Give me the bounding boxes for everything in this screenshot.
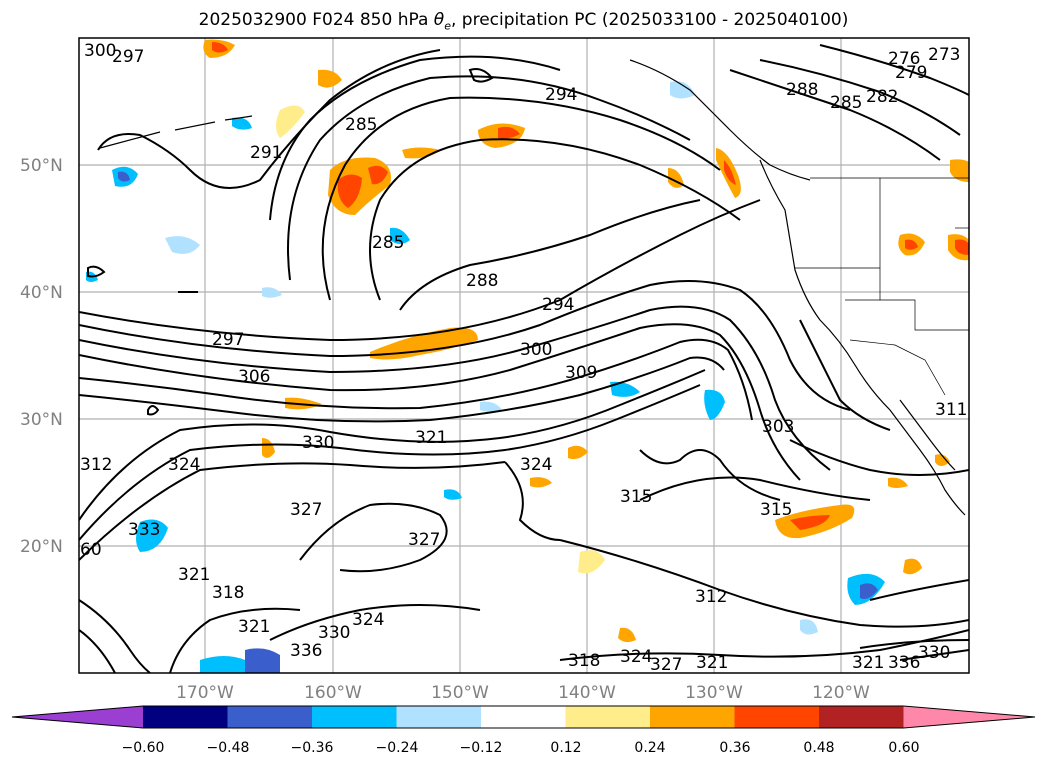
contour-label: 324 bbox=[620, 647, 652, 667]
lat-label: 30°N bbox=[20, 410, 63, 430]
contour-label: 300 bbox=[84, 41, 116, 61]
contour-label: 327 bbox=[408, 530, 440, 550]
contour-label: 321 bbox=[178, 565, 210, 585]
contour-label: 315 bbox=[760, 500, 792, 520]
colorbar-tick-label: −0.48 bbox=[207, 740, 250, 756]
colorbar bbox=[11, 705, 1036, 729]
contour-label: 333 bbox=[128, 520, 160, 540]
contour-label: 291 bbox=[250, 143, 282, 163]
contour-label: 324 bbox=[520, 455, 552, 475]
lon-label: 160°W bbox=[304, 683, 362, 703]
contour-labels: 300 297 291 285 294 288 285 282 279 276 … bbox=[80, 41, 967, 675]
lon-label: 120°W bbox=[812, 683, 870, 703]
contour-label: 303 bbox=[762, 417, 794, 437]
contour-label: 330 bbox=[318, 623, 350, 643]
contour-label: 318 bbox=[212, 583, 244, 603]
colorbar-outline bbox=[11, 705, 1036, 729]
contour-label: 321 bbox=[852, 653, 884, 673]
lat-label: 40°N bbox=[20, 283, 63, 303]
longitude-labels: 170°W 160°W 150°W 140°W 130°W 120°W bbox=[176, 683, 870, 703]
colorbar-tick-label: 0.60 bbox=[888, 740, 919, 756]
contour-label: 297 bbox=[212, 330, 244, 350]
map-title: 2025032900 F024 850 hPa θe, precipitatio… bbox=[198, 10, 849, 33]
colorbar-segment bbox=[481, 706, 566, 728]
contour-label: 321 bbox=[415, 428, 447, 448]
lon-label: 150°W bbox=[431, 683, 489, 703]
contour-label: 285 bbox=[830, 93, 862, 113]
latitude-labels: 50°N 40°N 30°N 20°N bbox=[20, 156, 63, 557]
lat-label: 50°N bbox=[20, 156, 63, 176]
lon-label: 170°W bbox=[176, 683, 234, 703]
contour-label: 318 bbox=[568, 651, 600, 671]
colorbar-tick-label: 0.24 bbox=[634, 740, 665, 756]
contour-label: 321 bbox=[696, 653, 728, 673]
contour-label: 311 bbox=[935, 400, 967, 420]
colorbar-segment bbox=[565, 706, 651, 728]
colorbar-tick-label: −0.36 bbox=[291, 740, 334, 756]
colorbar-extend-min bbox=[12, 706, 143, 728]
colorbar-ticks: −0.60 −0.48 −0.36 −0.24 −0.12 0.12 0.24 … bbox=[122, 740, 920, 756]
colorbar-tick-label: 0.48 bbox=[803, 740, 834, 756]
contour-label: 288 bbox=[466, 271, 498, 291]
map-frame bbox=[78, 37, 970, 674]
colorbar-segment bbox=[396, 706, 482, 728]
contour-label: 60 bbox=[80, 540, 102, 560]
theta-e-contours bbox=[79, 44, 969, 673]
contour-label: 315 bbox=[620, 487, 652, 507]
colorbar-tick-label: 0.36 bbox=[719, 740, 750, 756]
contour-label: 321 bbox=[238, 617, 270, 637]
contour-label: 324 bbox=[168, 455, 200, 475]
lat-label: 20°N bbox=[20, 537, 63, 557]
contour-label: 282 bbox=[866, 87, 898, 107]
colorbar-segment bbox=[227, 706, 313, 728]
map-panel bbox=[79, 38, 969, 673]
contour-label: 297 bbox=[112, 47, 144, 67]
colorbar-segment bbox=[819, 706, 904, 728]
colorbar-tick-label: −0.24 bbox=[376, 740, 419, 756]
map-content: 300 297 291 285 294 288 285 282 279 276 … bbox=[79, 38, 969, 675]
contour-label: 312 bbox=[80, 455, 112, 475]
contour-label: 324 bbox=[352, 610, 384, 630]
contour-label: 327 bbox=[650, 655, 682, 675]
contour-label: 300 bbox=[520, 340, 552, 360]
colorbar-tick-label: −0.12 bbox=[460, 740, 503, 756]
precip-shading bbox=[86, 39, 969, 673]
coastlines bbox=[99, 59, 969, 516]
colorbar-tick-label: 0.12 bbox=[550, 740, 581, 756]
contour-label: 330 bbox=[918, 643, 950, 663]
contour-label: 327 bbox=[290, 500, 322, 520]
lon-label: 130°W bbox=[685, 683, 743, 703]
colorbar-segment bbox=[143, 706, 228, 728]
colorbar-extend-max bbox=[903, 706, 1035, 728]
contour-label: 273 bbox=[928, 45, 960, 65]
contour-label: 279 bbox=[895, 63, 927, 83]
contour-label: 336 bbox=[888, 653, 920, 673]
contour-label: 294 bbox=[542, 295, 574, 315]
colorbar-segment bbox=[734, 706, 820, 728]
contour-label: 294 bbox=[545, 85, 577, 105]
colorbar-segment bbox=[650, 706, 735, 728]
contour-label: 336 bbox=[290, 641, 322, 661]
contour-label: 285 bbox=[372, 233, 404, 253]
contour-label: 288 bbox=[786, 80, 818, 100]
contour-label: 330 bbox=[302, 433, 334, 453]
contour-label: 309 bbox=[565, 363, 597, 383]
colorbar-tick-label: −0.60 bbox=[122, 740, 165, 756]
lon-label: 140°W bbox=[558, 683, 616, 703]
contour-label: 276 bbox=[888, 49, 920, 69]
colorbar-segment bbox=[312, 706, 397, 728]
contour-label: 285 bbox=[345, 115, 377, 135]
contour-label: 306 bbox=[238, 367, 270, 387]
contour-label: 312 bbox=[695, 587, 727, 607]
